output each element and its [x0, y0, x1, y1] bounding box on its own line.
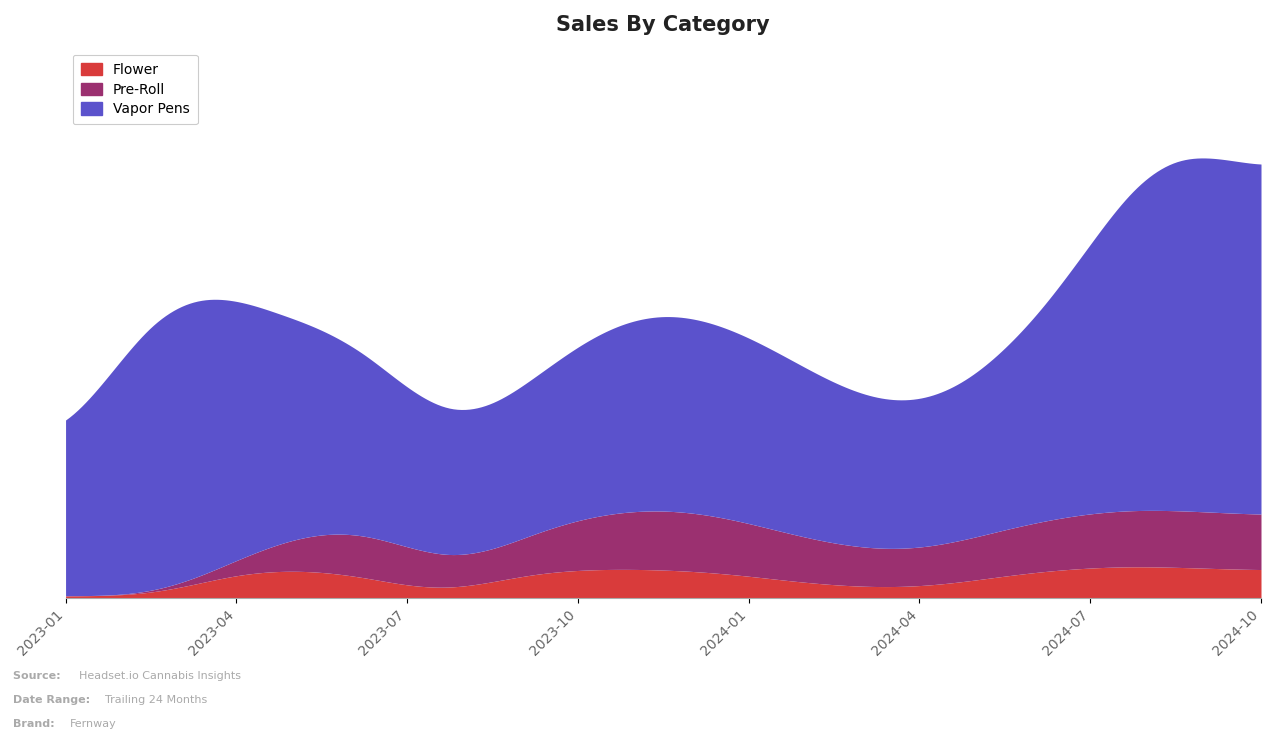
Text: Fernway: Fernway [70, 720, 117, 729]
Text: Date Range:: Date Range: [13, 696, 93, 705]
Text: Headset.io Cannabis Insights: Headset.io Cannabis Insights [79, 672, 241, 681]
Text: Brand:: Brand: [13, 720, 59, 729]
Legend: Flower, Pre-Roll, Vapor Pens: Flower, Pre-Roll, Vapor Pens [73, 55, 198, 124]
Title: Sales By Category: Sales By Category [556, 15, 771, 35]
Text: Trailing 24 Months: Trailing 24 Months [105, 696, 207, 705]
Text: Source:: Source: [13, 672, 64, 681]
